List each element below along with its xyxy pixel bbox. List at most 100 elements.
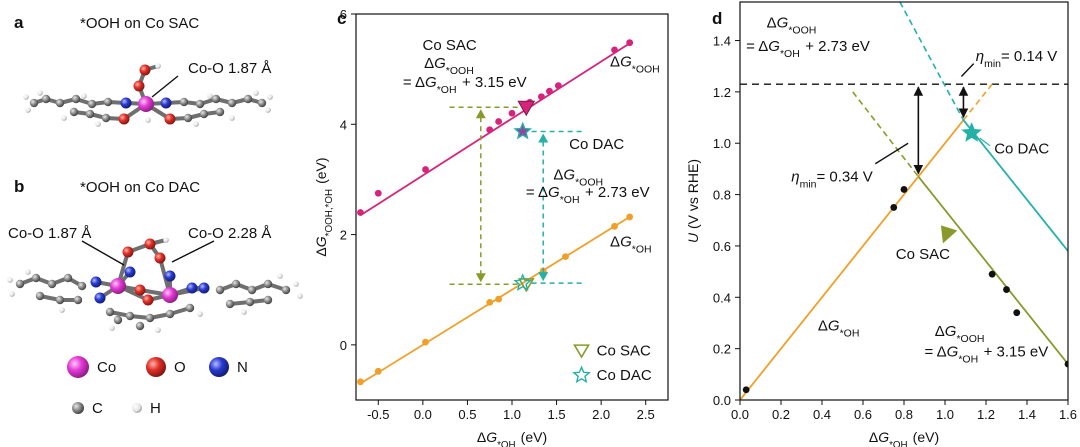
chart-d-point [890, 204, 898, 211]
chart-c-ytick-label: 4 [340, 117, 347, 132]
panel-b-bond-pointer-left [81, 240, 125, 266]
chart-c-point [546, 87, 553, 95]
h-atom [109, 325, 115, 331]
chart-c-point [486, 126, 494, 134]
chart-d-point [900, 186, 908, 193]
c-atom [211, 94, 221, 104]
n-atom [198, 282, 210, 294]
chart-d-dac-pointer [979, 137, 991, 147]
panel-c-letter: c [337, 9, 346, 28]
h-atom [163, 237, 169, 243]
chart-c-point [422, 338, 429, 346]
chart-d-xtick-label: 1.0 [936, 407, 954, 422]
c-atom [231, 279, 241, 289]
c-atom [103, 97, 113, 107]
c-atom [263, 279, 273, 289]
chart-c-ooh-label: ΔG*OOH [610, 53, 661, 75]
h-atom [267, 94, 273, 100]
h-atom [81, 93, 87, 99]
atom-legend: Co O N C H [67, 356, 248, 417]
o-atom [139, 64, 151, 76]
n-atom [186, 282, 198, 294]
c-atom [55, 295, 65, 305]
c-atom [85, 109, 95, 119]
chart-d-xtick-label: 0.4 [813, 407, 831, 422]
n-atom [90, 276, 102, 288]
c-atom [113, 315, 123, 325]
chart-c-sac-arrowhead-down [475, 273, 486, 283]
c-atom [135, 321, 145, 331]
co-sac-ooh-structure [23, 63, 273, 127]
chart-d-eta-small-label: ηmin= 0.14 V [976, 48, 1058, 70]
h-atom [155, 327, 161, 333]
chart-c-sac-arrowhead-up [475, 109, 486, 119]
chart-d-line-dashed [962, 83, 993, 121]
c-atom [77, 281, 87, 291]
chart-d-xtick-label: 0.8 [895, 407, 913, 422]
chart-d-ytick-label: 1.4 [713, 34, 731, 49]
chart-d-point [1064, 360, 1068, 368]
chart-d-eta-small-pointer [960, 63, 975, 77]
h-atom [253, 90, 259, 96]
h-atom [293, 281, 299, 287]
h-atom [7, 277, 13, 283]
chart-d-plot-area [740, 2, 1068, 400]
chart-d-ylabel: U (V vs RHE) [685, 159, 701, 243]
o-atom [122, 246, 134, 258]
chart-c-point [486, 298, 494, 306]
c-atom [35, 291, 45, 301]
chart-c-legend-sac-marker [573, 344, 590, 359]
h-atom [193, 121, 199, 127]
c-atom [215, 285, 225, 295]
chart-d-point [988, 270, 996, 278]
chart-d-xtick-label: 1.4 [1018, 407, 1036, 422]
chart-c-point [508, 109, 516, 117]
chart-c-point [357, 209, 364, 216]
n-atom [124, 266, 136, 278]
chart-c-point [495, 295, 503, 303]
chart-c-point [495, 118, 503, 125]
chart-c-legend-dac-marker [572, 365, 591, 384]
c-atom [31, 273, 41, 283]
c-atom [71, 94, 81, 104]
h-atom [37, 90, 43, 96]
co-atom [162, 287, 178, 303]
chart-d-eta-big-pointer [874, 142, 909, 165]
chart-c-sac-title: Co SAC [423, 37, 477, 54]
chart-c-ylabel: ΔG*OOH,*OH (eV) [313, 157, 335, 256]
c-atom [101, 113, 111, 123]
c-atom [183, 113, 193, 123]
atom-legend-co-label: Co [97, 359, 116, 376]
chart-c-legend-dac-label: Co DAC [597, 367, 652, 384]
c-atom [185, 303, 195, 313]
chart-c-fit-line [359, 40, 633, 217]
chart-c-ytick-label: 6 [340, 7, 347, 22]
o-atom [144, 238, 156, 250]
c-atom [47, 279, 57, 289]
atom-legend-n-label: N [237, 359, 248, 376]
chart-c-legend-sac-label: Co SAC [597, 342, 651, 359]
chart-c-point [611, 46, 618, 54]
atom-legend-c-label: C [92, 400, 103, 417]
c-atom [125, 311, 135, 321]
h-atom [229, 115, 235, 121]
panel-a-bond-label: Co-O 1.87 Å [188, 60, 271, 77]
chart-d-line-dashed [899, 2, 965, 121]
chart-c-ytick-label: 2 [340, 228, 347, 243]
chart-d-ytick-label: 1.0 [713, 136, 731, 151]
atom-legend-co-sphere [67, 356, 89, 378]
chart-c-point [562, 253, 569, 261]
chart-d-xtick-label: 0.2 [772, 407, 790, 422]
chart-c-xtick-label: -0.5 [367, 407, 389, 422]
chart-c-ytick-label: 0 [340, 338, 347, 353]
n-atom [120, 97, 132, 109]
c-atom [227, 98, 237, 108]
chart-d-ytick-label: 0.6 [713, 239, 731, 254]
panel-d-letter: d [712, 9, 722, 28]
chart-c-xtick-label: 1.0 [503, 407, 521, 422]
chart-c-point [422, 166, 429, 173]
c-atom [55, 98, 65, 108]
c-atom [29, 98, 39, 108]
h-atom [59, 307, 65, 313]
chart-d-ytick-label: 0.2 [713, 342, 731, 357]
